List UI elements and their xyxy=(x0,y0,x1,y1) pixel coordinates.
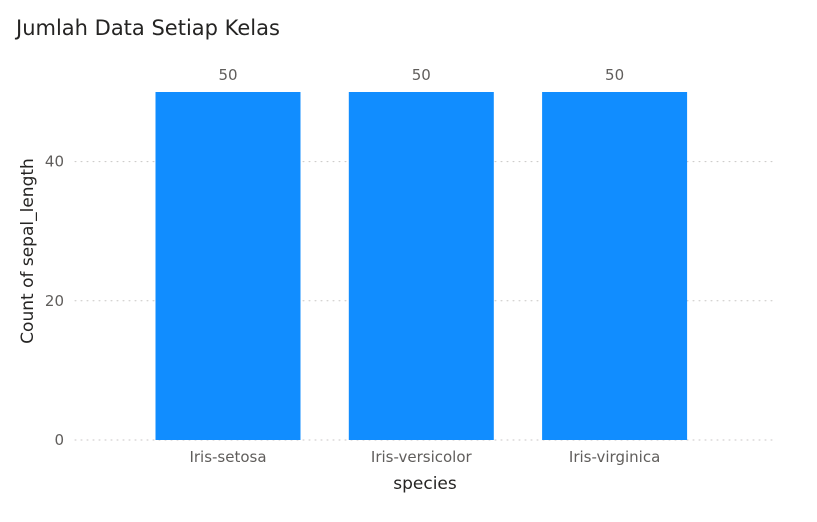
bar-2[interactable] xyxy=(542,92,688,440)
y-tick-label: 0 xyxy=(54,431,64,449)
bar-1[interactable] xyxy=(348,92,494,440)
y-tick-label: 40 xyxy=(45,153,64,171)
bar-0[interactable] xyxy=(155,92,301,440)
x-tick-label: Iris-setosa xyxy=(189,448,266,466)
chart-title: Jumlah Data Setiap Kelas xyxy=(16,16,280,40)
y-axis-title: Count of sepal_length xyxy=(18,158,38,344)
x-tick-label: Iris-versicolor xyxy=(371,448,473,466)
data-label: 50 xyxy=(605,66,624,84)
y-axis-ticks: 0 20 40 xyxy=(45,153,64,449)
data-label: 50 xyxy=(218,66,237,84)
x-axis-ticks: Iris-setosa Iris-versicolor Iris-virginica xyxy=(189,448,660,466)
data-labels: 50 50 50 xyxy=(218,66,624,84)
x-axis-title: species xyxy=(393,474,457,494)
x-tick-label: Iris-virginica xyxy=(569,448,660,466)
y-tick-label: 20 xyxy=(45,292,64,310)
bars xyxy=(155,92,688,440)
data-label: 50 xyxy=(412,66,431,84)
